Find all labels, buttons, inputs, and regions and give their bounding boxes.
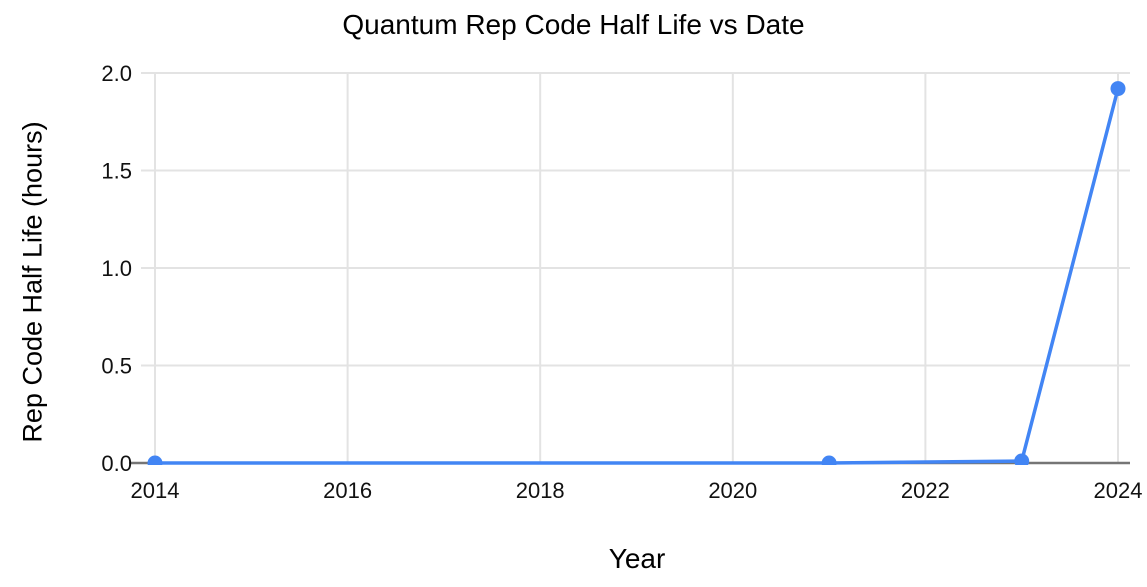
data-point [1110,81,1126,97]
data-point [821,455,837,465]
data-point [1014,453,1030,465]
y-tick-label: 2.0 [101,61,132,86]
y-tick-label: 0.0 [101,451,132,476]
x-tick-label: 2014 [131,478,180,503]
data-series [147,81,1126,465]
y-tick-label: 0.5 [101,354,132,379]
x-tick-label: 2020 [708,478,757,503]
x-tick-label: 2018 [516,478,565,503]
x-tick-label: 2022 [901,478,950,503]
y-tick-label: 1.5 [101,159,132,184]
y-tick-label: 1.0 [101,256,132,281]
data-point [147,455,163,465]
chart-title: Quantum Rep Code Half Life vs Date [342,9,805,40]
x-axis-title: Year [608,543,666,574]
x-tick-label: 2024 [1094,478,1143,503]
x-tick-label: 2016 [323,478,372,503]
data-line [155,88,1120,465]
